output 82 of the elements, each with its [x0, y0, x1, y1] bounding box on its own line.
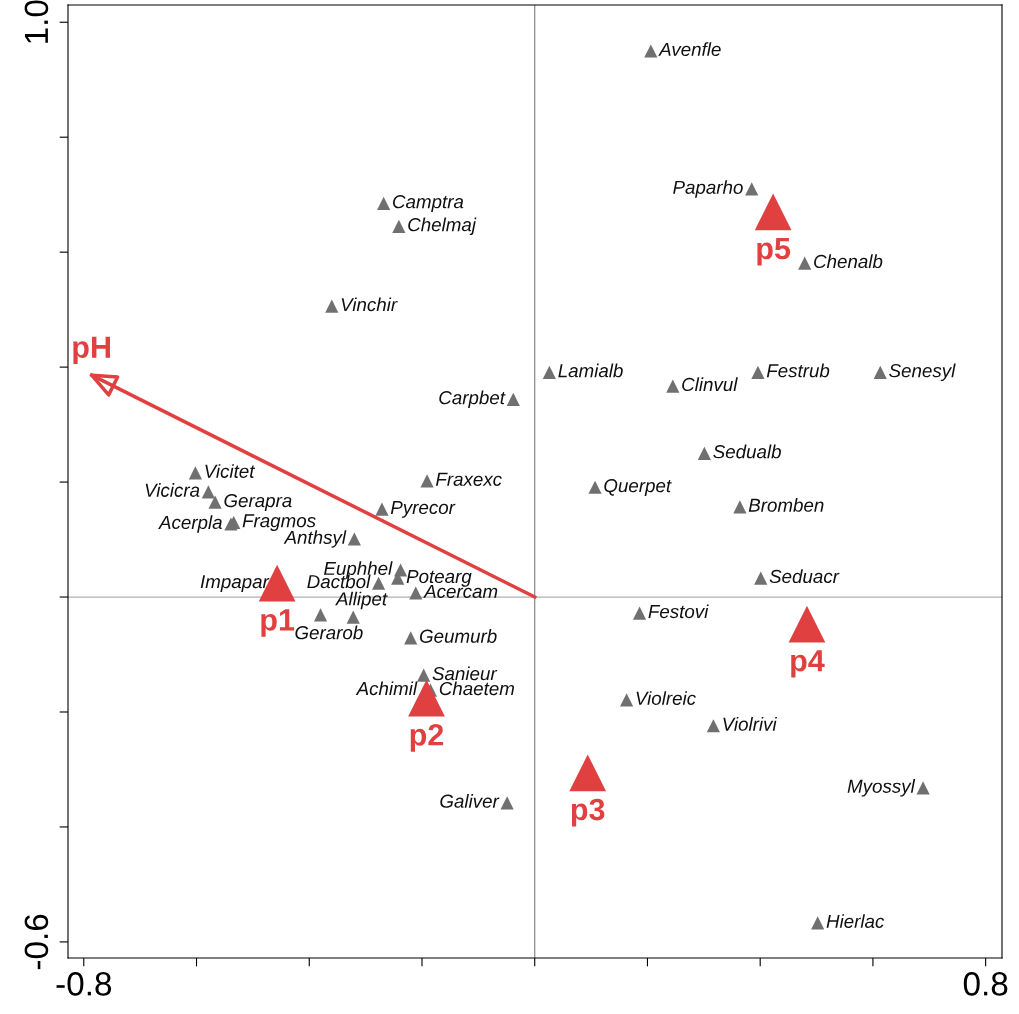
annotation: p1 [261, 609, 295, 637]
y-tick-label: 1.0 [24, 0, 49, 43]
point [325, 299, 339, 313]
point [377, 196, 391, 210]
annotation: Achimil [355, 681, 418, 696]
point [420, 474, 434, 488]
point [754, 571, 768, 585]
annotation: Potearg [406, 570, 472, 587]
point [666, 379, 680, 393]
annotation: Senesyl [889, 363, 956, 382]
point [811, 916, 825, 930]
point [208, 495, 222, 509]
point [873, 365, 887, 379]
annotation: Carpbet [439, 390, 506, 409]
annotation: Geumurb [419, 629, 497, 643]
annotation: p2 [410, 724, 444, 752]
annotation: Vicitet [205, 464, 256, 478]
point [506, 392, 520, 406]
annotation: Galiver [440, 794, 500, 808]
x-tick-label: 0.8 [963, 972, 1008, 996]
point [620, 693, 634, 707]
annotation: Vinchir [341, 297, 398, 312]
point [313, 608, 328, 622]
point [500, 796, 514, 810]
annotation: Sanieur [432, 666, 498, 681]
annotation: Bromben [748, 498, 824, 512]
point [644, 44, 658, 58]
point [375, 502, 389, 516]
annotation: Violreic [636, 691, 696, 705]
annotation: Acerpla [158, 515, 222, 533]
point [188, 466, 202, 480]
annotation: Allipet [335, 591, 388, 610]
annotation: Chenalb [814, 254, 883, 269]
annotation: pH [73, 336, 110, 365]
point [706, 719, 720, 733]
annotation: p4 [791, 650, 825, 678]
annotation: Seduacr [769, 569, 840, 584]
point [409, 586, 423, 600]
annotation: Lamialb [558, 363, 623, 378]
annotation: Festovi [648, 604, 709, 619]
annotation: Gerapra [224, 493, 292, 511]
point [542, 365, 556, 379]
point [754, 193, 792, 231]
point [347, 532, 361, 546]
annotation: Festrub [766, 363, 830, 378]
annotation: Fragmos [242, 514, 316, 532]
annotation: Chelmaj [408, 217, 477, 236]
annotation: Myossyl [847, 779, 916, 797]
point [632, 606, 647, 620]
annotation: Querpet [604, 479, 672, 496]
point [733, 500, 747, 514]
annotation: Acercam [423, 584, 498, 599]
annotation: Clinvul [682, 377, 738, 392]
point [201, 485, 215, 499]
annotation: Sedualb [713, 444, 781, 459]
point [392, 219, 406, 233]
annotation: Violrivi [723, 717, 778, 731]
point [745, 182, 759, 196]
point [697, 446, 711, 460]
annotation: p5 [757, 238, 791, 266]
annotation: Vicicra [145, 483, 200, 497]
annotation: Gerarob [295, 625, 363, 640]
annotation: Anthsyl [283, 530, 347, 548]
point [346, 610, 360, 624]
annotation: Fraxexc [435, 472, 502, 486]
annotation: Paparho [673, 180, 743, 198]
point [788, 605, 826, 643]
annotation: Chaetem [439, 681, 514, 696]
point [417, 668, 431, 682]
point [751, 365, 765, 379]
point [588, 480, 602, 494]
annotation: Camptra [393, 195, 464, 213]
point [798, 256, 812, 270]
annotation: Hierlac [826, 914, 885, 928]
y-tick-label: -0.6 [24, 914, 49, 970]
annotation: Pyrecor [390, 501, 456, 518]
annotation: p3 [571, 798, 605, 827]
point [404, 631, 418, 645]
annotation: Avenfle [658, 42, 721, 57]
point [569, 754, 607, 792]
x-tick-label: -0.8 [56, 972, 112, 996]
point [916, 781, 930, 795]
